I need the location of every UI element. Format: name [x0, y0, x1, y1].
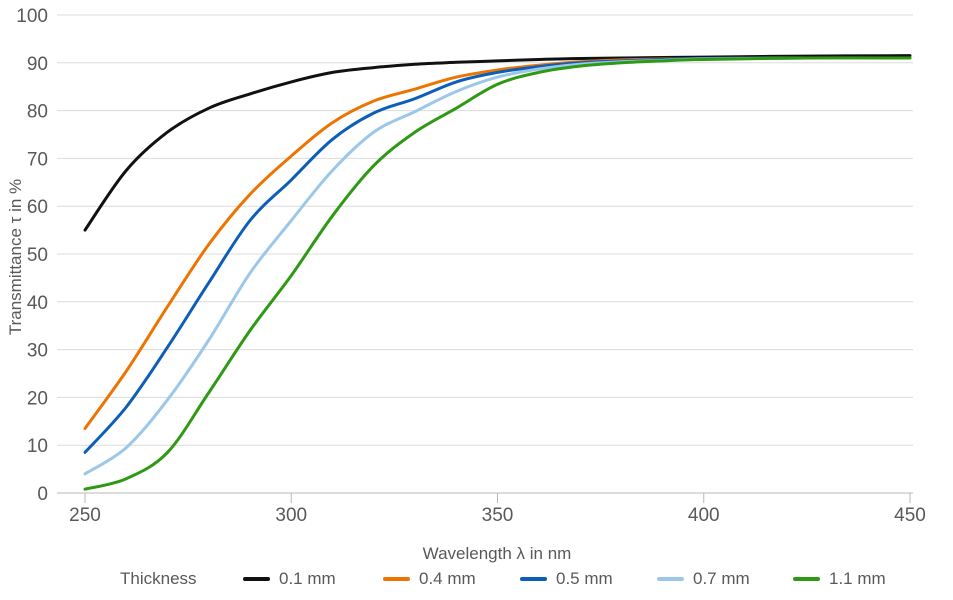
y-tick-label-20: 20 [27, 388, 48, 409]
legend-title: Thickness [120, 569, 197, 588]
y-tick-label-90: 90 [27, 54, 48, 75]
legend-item-0.4mm: 0.4 mm [383, 569, 476, 589]
x-tick-label-450: 450 [894, 505, 926, 526]
legend-item-0.5mm: 0.5 mm [520, 569, 613, 589]
y-tick-label-50: 50 [27, 245, 48, 266]
y-tick-label-80: 80 [27, 102, 48, 123]
legend: Thickness 0.1 mm 0.4 mm 0.5 mm 0.7 mm 1.1 mm [0, 560, 953, 600]
legend-swatch [383, 577, 410, 581]
y-tick-label-0: 0 [37, 484, 48, 505]
legend-label: 1.1 mm [829, 569, 886, 588]
x-axis-title: Wavelength λ in nm [422, 544, 572, 563]
y-tick-label-40: 40 [27, 293, 48, 314]
legend-swatch [243, 577, 270, 581]
legend-swatch [793, 577, 820, 581]
legend-label: 0.1 mm [279, 569, 336, 588]
y-tick-label-30: 30 [27, 341, 48, 362]
x-tick-label-400: 400 [688, 505, 720, 526]
legend-label: 0.5 mm [556, 569, 613, 588]
legend-item-1.1mm: 1.1 mm [793, 569, 886, 589]
legend-item-0.1mm: 0.1 mm [243, 569, 336, 589]
series-line-0.7mm [83, 56, 912, 476]
legend-swatch [520, 577, 547, 581]
series-line-0.4mm [83, 56, 912, 430]
legend-label: 0.7 mm [693, 569, 750, 588]
legend-label: 0.4 mm [419, 569, 476, 588]
x-tick-label-350: 350 [482, 505, 514, 526]
plot-area: 250 300 350 400 450 0 10 20 30 40 50 60 70 80 90 100 [16, 6, 926, 526]
y-tick-label-60: 60 [27, 197, 48, 218]
legend-swatch [657, 577, 684, 581]
x-tick-label-300: 300 [275, 505, 307, 526]
y-tick-label-10: 10 [27, 436, 48, 457]
series-line-1.1mm [83, 56, 912, 491]
y-axis-title: Transmittance τ in % [6, 178, 25, 336]
y-tick-label-70: 70 [27, 149, 48, 170]
x-tick-label-250: 250 [69, 505, 101, 526]
y-tick-label-100: 100 [16, 6, 48, 27]
legend-item-0.7mm: 0.7 mm [657, 569, 750, 589]
series-line-0.1mm [83, 54, 912, 232]
